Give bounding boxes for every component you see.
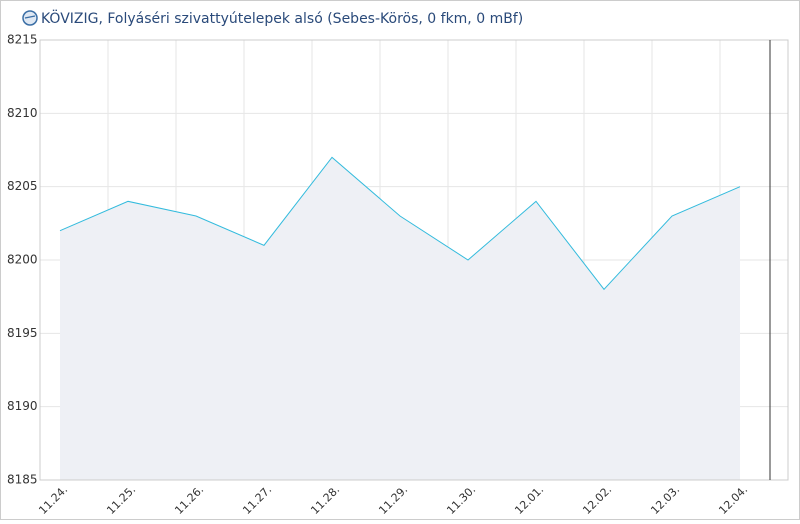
- y-tick-label: 8190: [7, 399, 38, 413]
- line: [59, 156, 741, 291]
- y-tick-label: 8200: [7, 253, 38, 267]
- plot-border: [39, 39, 789, 481]
- chart-title: KÖVIZIG, Folyáséri szivattyútelepek alsó…: [41, 9, 523, 27]
- icon-needle: [24, 15, 36, 19]
- y-tick-label: 8215: [7, 33, 38, 47]
- area: [60, 157, 740, 481]
- y-tick-label: 8185: [7, 473, 38, 487]
- y-tick-label: 8210: [7, 106, 38, 120]
- y-tick-label: 8205: [7, 179, 38, 193]
- y-tick-label: 8195: [7, 326, 38, 340]
- icon: [22, 10, 38, 26]
